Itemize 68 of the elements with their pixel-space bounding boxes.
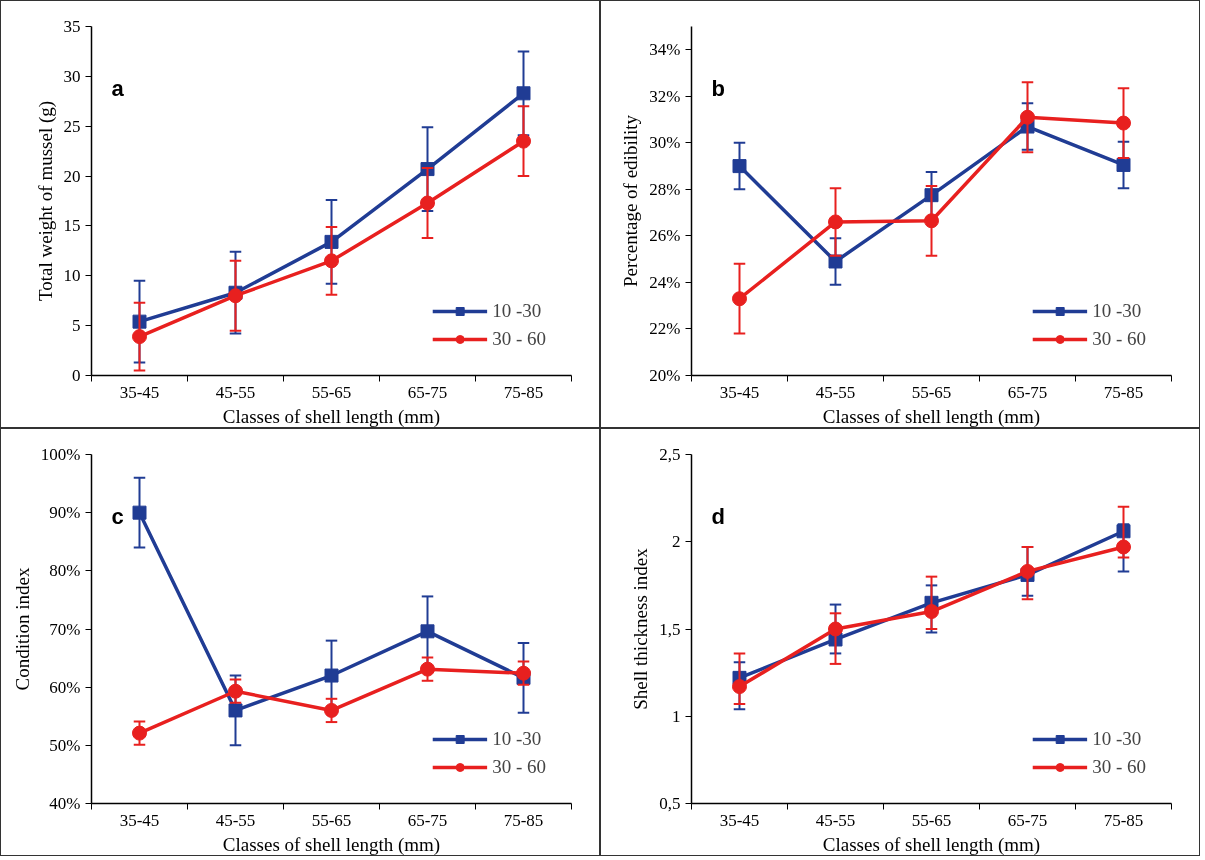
- x-tick-label: 65-75: [1007, 810, 1048, 830]
- x-tick-label: 35-45: [119, 382, 160, 402]
- y-tick-label: 26%: [649, 226, 681, 246]
- x-tick-label: 45-55: [215, 810, 256, 830]
- annotation: a: [111, 75, 125, 101]
- annotation: b: [711, 75, 725, 101]
- x-tick-label: 45-55: [215, 382, 256, 402]
- legend-label: 10 -30: [492, 728, 542, 750]
- legend-label: 10 -30: [1092, 300, 1142, 322]
- x-tick-label: 75-85: [503, 382, 544, 402]
- y-tick-label: 28%: [649, 179, 681, 199]
- y-tick-label: 0: [72, 366, 81, 385]
- y-axis-title: Percentage of edibility: [620, 114, 642, 287]
- y-axis-title: Condition index: [11, 567, 33, 691]
- x-tick-label: 45-55: [815, 382, 856, 402]
- y-tick-label: 35: [63, 17, 81, 36]
- y-tick-label: 25: [63, 116, 81, 136]
- x-axis-title: Classes of shell length (mm): [822, 833, 1041, 856]
- y-tick-label: 1: [672, 706, 681, 726]
- y-tick-label: 60%: [49, 677, 81, 697]
- legend-label: 30 - 60: [492, 756, 546, 778]
- y-tick-label: 70%: [49, 619, 81, 639]
- x-axis-title: Classes of shell length (mm): [222, 405, 441, 428]
- x-tick-label: 75-85: [503, 810, 544, 830]
- x-tick-label: 65-75: [407, 382, 448, 402]
- y-axis-title: Total weight of mussel (g): [34, 100, 57, 302]
- y-tick-label: 20: [63, 166, 81, 186]
- y-tick-label: 10: [63, 266, 81, 286]
- legend-label: 10 -30: [492, 300, 542, 322]
- y-tick-label: 15: [63, 216, 81, 236]
- annotation: d: [711, 503, 725, 529]
- y-tick-label: 22%: [649, 319, 681, 339]
- y-tick-label: 34%: [649, 40, 681, 60]
- y-tick-label: 32%: [649, 86, 681, 106]
- x-tick-label: 55-65: [911, 810, 952, 830]
- x-tick-label: 75-85: [1103, 382, 1144, 402]
- x-axis-title: Classes of shell length (mm): [822, 405, 1041, 428]
- x-tick-label: 65-75: [407, 810, 448, 830]
- legend-label: 30 - 60: [1092, 756, 1146, 778]
- y-tick-label: 1,5: [659, 619, 681, 639]
- x-tick-label: 65-75: [1007, 382, 1048, 402]
- x-tick-label: 55-65: [911, 382, 952, 402]
- x-tick-label: 45-55: [815, 810, 856, 830]
- y-tick-label: 0,5: [659, 794, 681, 813]
- y-tick-label: 80%: [49, 561, 81, 581]
- y-tick-label: 2,5: [659, 445, 681, 464]
- y-tick-label: 30: [63, 66, 81, 86]
- y-tick-label: 24%: [649, 272, 681, 292]
- x-tick-label: 35-45: [719, 810, 760, 830]
- y-tick-label: 50%: [49, 735, 81, 755]
- x-tick-label: 35-45: [719, 382, 760, 402]
- x-tick-label: 55-65: [311, 382, 352, 402]
- legend-label: 30 - 60: [492, 328, 546, 350]
- x-tick-label: 75-85: [1103, 810, 1144, 830]
- x-tick-label: 55-65: [311, 810, 352, 830]
- legend-label: 10 -30: [1092, 728, 1142, 750]
- y-tick-label: 2: [672, 532, 681, 552]
- annotation: c: [111, 503, 124, 529]
- y-axis-title: Shell thickness index: [630, 547, 652, 710]
- y-tick-label: 100%: [40, 445, 81, 464]
- y-tick-label: 40%: [49, 794, 81, 813]
- x-axis-title: Classes of shell length (mm): [222, 833, 441, 856]
- y-tick-label: 5: [72, 316, 81, 336]
- legend-label: 30 - 60: [1092, 328, 1146, 350]
- y-tick-label: 20%: [649, 366, 681, 385]
- y-tick-label: 90%: [49, 503, 81, 523]
- y-tick-label: 30%: [649, 133, 681, 153]
- x-tick-label: 35-45: [119, 810, 160, 830]
